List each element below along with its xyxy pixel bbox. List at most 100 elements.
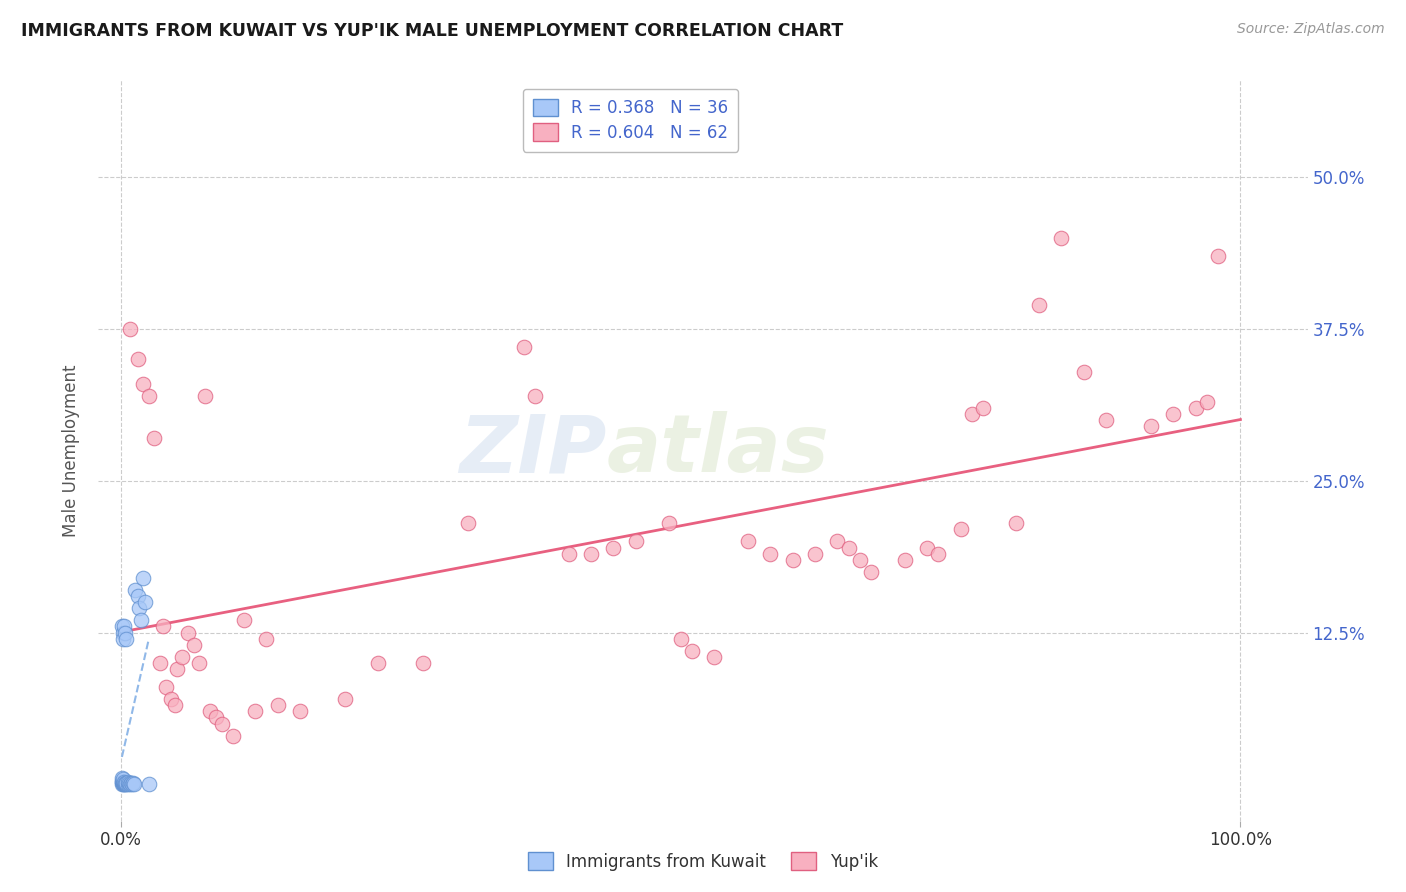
Point [681, 644, 703, 658]
Point [367, 656, 389, 670]
Point [118, 322, 141, 336]
Point [893, 552, 915, 566]
Y-axis label: Male Unemployment: Male Unemployment [62, 364, 80, 537]
Point [160, 692, 183, 706]
Point [1140, 419, 1163, 434]
Point [124, 582, 146, 597]
Point [120, 776, 142, 790]
Point [121, 777, 143, 791]
Point [127, 352, 149, 367]
Point [183, 638, 205, 652]
Point [200, 705, 222, 719]
Point [1195, 395, 1218, 409]
Point [782, 552, 804, 566]
Point [118, 776, 141, 790]
Point [122, 777, 145, 791]
Point [960, 407, 983, 421]
Point [132, 571, 155, 585]
Point [254, 632, 277, 646]
Point [1005, 516, 1028, 531]
Point [513, 340, 536, 354]
Text: IMMIGRANTS FROM KUWAIT VS YUP'IK MALE UNEMPLOYMENT CORRELATION CHART: IMMIGRANTS FROM KUWAIT VS YUP'IK MALE UN… [21, 22, 844, 40]
Point [658, 516, 681, 531]
Point [288, 705, 311, 719]
Point [117, 774, 139, 789]
Point [114, 625, 136, 640]
Point [915, 541, 938, 555]
Point [1028, 298, 1050, 312]
Point [138, 777, 160, 791]
Point [557, 547, 579, 561]
Point [114, 777, 136, 791]
Point [838, 541, 860, 555]
Point [1095, 413, 1118, 427]
Point [112, 774, 135, 789]
Text: Source: ZipAtlas.com: Source: ZipAtlas.com [1237, 22, 1385, 37]
Point [927, 547, 949, 561]
Text: atlas: atlas [606, 411, 830, 490]
Point [117, 777, 139, 791]
Point [1073, 365, 1095, 379]
Point [172, 649, 194, 664]
Point [703, 649, 725, 664]
Point [111, 774, 134, 789]
Point [129, 613, 152, 627]
Point [112, 777, 135, 791]
Point [804, 547, 827, 561]
Point [194, 389, 217, 403]
Point [759, 547, 782, 561]
Point [112, 625, 135, 640]
Point [188, 656, 211, 670]
Point [128, 601, 150, 615]
Point [112, 777, 135, 791]
Point [115, 632, 138, 646]
Point [579, 547, 602, 561]
Point [127, 589, 149, 603]
Point [132, 376, 155, 391]
Point [114, 776, 136, 790]
Point [112, 774, 135, 789]
Point [118, 777, 141, 791]
Point [949, 522, 972, 536]
Point [134, 595, 156, 609]
Point [112, 632, 135, 646]
Point [457, 516, 479, 531]
Point [143, 431, 166, 445]
Point [115, 777, 138, 791]
Point [243, 705, 266, 719]
Point [1206, 249, 1229, 263]
Point [163, 698, 186, 713]
Point [859, 565, 882, 579]
Point [412, 656, 434, 670]
Legend: Immigrants from Kuwait, Yup'ik: Immigrants from Kuwait, Yup'ik [520, 844, 886, 879]
Point [112, 776, 135, 790]
Point [111, 771, 134, 785]
Point [111, 619, 134, 633]
Point [112, 776, 135, 790]
Point [266, 698, 288, 713]
Point [1184, 401, 1206, 415]
Point [111, 777, 134, 791]
Point [115, 776, 138, 790]
Text: ZIP: ZIP [458, 411, 606, 490]
Point [211, 716, 233, 731]
Point [111, 773, 134, 788]
Point [827, 534, 849, 549]
Point [177, 625, 200, 640]
Point [222, 729, 245, 743]
Point [112, 619, 135, 633]
Point [848, 552, 870, 566]
Point [122, 776, 145, 790]
Point [737, 534, 759, 549]
Point [233, 613, 256, 627]
Point [624, 534, 647, 549]
Point [1161, 407, 1184, 421]
Point [524, 389, 547, 403]
Point [112, 772, 135, 787]
Point [149, 656, 172, 670]
Point [1050, 231, 1073, 245]
Point [166, 662, 188, 676]
Point [152, 619, 174, 633]
Point [138, 389, 160, 403]
Point [333, 692, 356, 706]
